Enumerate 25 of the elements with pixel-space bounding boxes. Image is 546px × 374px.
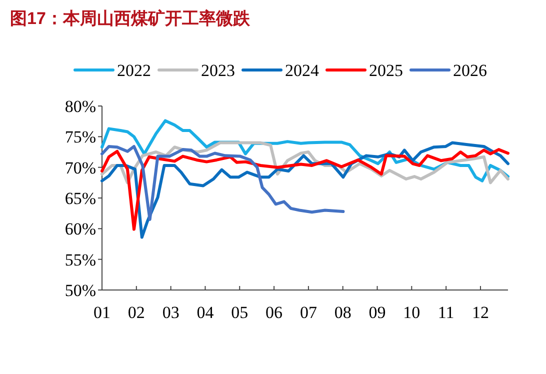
x-tick-label: 09: [368, 303, 386, 322]
x-tick-label: 12: [472, 303, 489, 322]
x-tick-label: 04: [196, 303, 214, 322]
chart-title: 图17：本周山西煤矿开工率微跌: [10, 9, 251, 28]
x-tick-label: 06: [266, 303, 283, 322]
legend-label: 2024: [285, 61, 320, 80]
y-tick-label: 70%: [64, 158, 96, 178]
legend-label: 2025: [369, 61, 403, 80]
legend-label: 2026: [453, 61, 487, 80]
x-tick-label: 11: [438, 303, 454, 322]
x-tick-label: 03: [162, 303, 180, 322]
y-tick-label: 75%: [64, 128, 96, 147]
y-tick-label: 65%: [64, 189, 96, 208]
y-tick-label: 50%: [64, 281, 96, 300]
x-tick-label: 07: [300, 303, 318, 322]
y-tick-label: 55%: [64, 250, 96, 270]
y-tick-label: 60%: [64, 220, 96, 239]
legend-label: 2022: [117, 61, 151, 80]
x-tick-label: 05: [231, 303, 248, 322]
x-tick-label: 10: [403, 303, 420, 322]
x-tick-label: 02: [128, 303, 145, 322]
x-tick-label: 08: [334, 303, 352, 322]
x-tick-label: 01: [94, 303, 110, 322]
legend-label: 2023: [201, 61, 235, 80]
y-tick-label: 80%: [64, 97, 96, 116]
